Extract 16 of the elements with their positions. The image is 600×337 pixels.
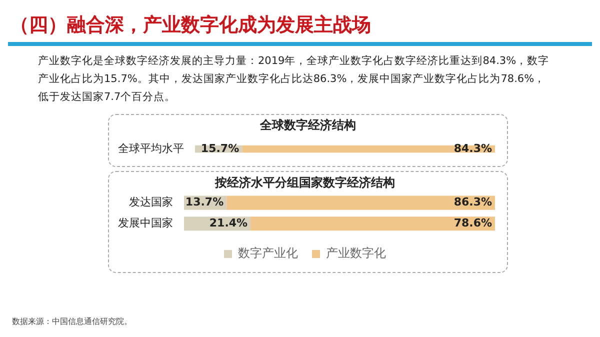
source-note: 数据来源：中国信息通信研究院。 <box>12 316 132 327</box>
data-label: 86.3% <box>454 196 492 209</box>
data-label: 78.6% <box>454 216 492 230</box>
legend-label: 产业数字化 <box>326 246 386 260</box>
y-tick-label: 全球平均水平 <box>118 142 184 155</box>
data-label: 13.7% <box>185 196 224 209</box>
y-tick-label: 发达国家 <box>129 196 173 209</box>
y-tick-label: 发展中国家 <box>118 216 173 230</box>
legend-label: 数字产业化 <box>238 246 298 260</box>
data-label: 15.7% <box>200 142 240 155</box>
chart-title: （四）融合深，产业数字化成为发展主战场 <box>9 13 372 38</box>
data-label: 21.4% <box>209 216 248 230</box>
annotation: 全球数字经济结构 <box>259 117 357 134</box>
chart-title: 按经济水平分组国家数字经济结构 <box>214 175 395 190</box>
chart-subtitle: 产业数字化是全球数字经济发展的主导力量：2019年，全球产业数字化占数字经济比重达到84.3%，数字产业化占比为15.7%。其中，发达国家产业数字化占比达86.3%，发展中国家产业数字化占比为78.6%，低于发达国家7.7个百分点。 <box>37 54 550 105</box>
data-label: 84.3% <box>454 142 492 155</box>
